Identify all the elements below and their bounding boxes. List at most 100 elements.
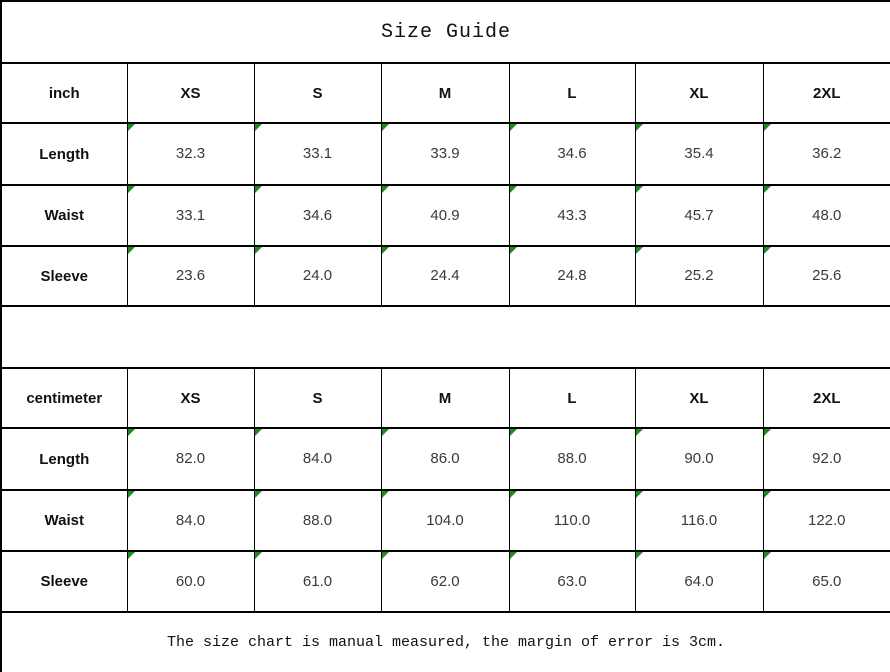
- size-value-cell: 110.0: [508, 489, 636, 552]
- cell-flag-triangle-icon: [764, 125, 771, 131]
- size-value-cell: 62.0: [380, 550, 510, 613]
- cell-flag-triangle-icon: [382, 553, 389, 559]
- size-value: 33.1: [175, 206, 206, 224]
- size-value: 24.4: [430, 267, 460, 284]
- size-value: 45.7: [684, 206, 714, 224]
- size-value-cell: 45.7: [634, 184, 764, 247]
- row-label-length: Length: [0, 427, 128, 491]
- cell-flag-triangle-icon: [510, 248, 517, 254]
- row-label-length: Length: [0, 122, 128, 186]
- cell-flag-triangle-icon: [764, 553, 771, 559]
- size-header-l: L: [508, 367, 636, 429]
- size-value-cell: 24.8: [508, 245, 636, 307]
- size-value-cell: 36.2: [762, 122, 890, 186]
- size-value-cell: 25.2: [634, 245, 764, 307]
- size-value: 23.6: [175, 267, 206, 284]
- size-header-xl: XL: [634, 367, 764, 429]
- cell-flag-triangle-icon: [128, 492, 135, 498]
- cell-flag-triangle-icon: [510, 553, 517, 559]
- size-value-cell: 86.0: [380, 427, 510, 491]
- size-header-s: S: [253, 367, 382, 429]
- size-header-2xl: 2XL: [762, 62, 890, 124]
- size-value: 88.0: [557, 450, 587, 467]
- size-value-cell: 24.4: [380, 245, 510, 307]
- cell-flag-triangle-icon: [510, 430, 517, 436]
- size-value-cell: 65.0: [762, 550, 890, 613]
- size-value-cell: 34.6: [508, 122, 636, 186]
- cell-flag-triangle-icon: [255, 248, 262, 254]
- table-row: Sleeve 60.0 61.0 62.0 63.0 64.0 65.0: [0, 550, 890, 613]
- spacer-row: [0, 305, 890, 369]
- cell-flag-triangle-icon: [128, 187, 135, 193]
- size-value-cell: 88.0: [253, 489, 382, 552]
- size-value-cell: 122.0: [762, 489, 890, 552]
- size-value-cell: 43.3: [508, 184, 636, 247]
- cell-flag-triangle-icon: [636, 430, 643, 436]
- size-value-cell: 32.3: [126, 122, 255, 186]
- size-value: 90.0: [684, 450, 714, 467]
- row-label-waist: Waist: [0, 184, 128, 247]
- size-value: 60.0: [175, 572, 206, 590]
- size-value: 92.0: [812, 450, 842, 467]
- size-header-s: S: [253, 62, 382, 124]
- size-header-xs: XS: [126, 62, 255, 124]
- size-value-cell: 48.0: [762, 184, 890, 247]
- footer-note: The size chart is manual measured, the m…: [0, 611, 890, 672]
- size-value-cell: 60.0: [126, 550, 255, 613]
- size-value-cell: 33.9: [380, 122, 510, 186]
- cell-flag-triangle-icon: [510, 187, 517, 193]
- size-value-cell: 116.0: [634, 489, 764, 552]
- size-value: 104.0: [426, 511, 464, 529]
- cell-flag-triangle-icon: [382, 187, 389, 193]
- cell-flag-triangle-icon: [382, 430, 389, 436]
- size-value: 88.0: [302, 511, 333, 529]
- size-value-cell: 23.6: [126, 245, 255, 307]
- size-value: 122.0: [807, 511, 846, 529]
- page-title: Size Guide: [0, 0, 890, 64]
- size-header-m: M: [380, 367, 510, 429]
- cell-flag-triangle-icon: [128, 125, 135, 131]
- cell-flag-triangle-icon: [510, 125, 517, 131]
- size-value-cell: 90.0: [634, 427, 764, 491]
- table-row: Sleeve 23.6 24.0 24.4 24.8 25.2 25.6: [0, 245, 890, 307]
- size-value: 116.0: [680, 511, 718, 529]
- size-value: 33.1: [302, 145, 333, 162]
- row-label-waist: Waist: [0, 489, 128, 552]
- cell-flag-triangle-icon: [382, 248, 389, 254]
- cell-flag-triangle-icon: [636, 492, 643, 498]
- table-row: Waist 84.0 88.0 104.0 110.0 116.0 122.0: [0, 489, 890, 552]
- size-value: 40.9: [430, 206, 460, 224]
- size-value: 34.6: [557, 145, 587, 162]
- cell-flag-triangle-icon: [636, 553, 643, 559]
- cell-flag-triangle-icon: [128, 430, 135, 436]
- size-value: 110.0: [553, 511, 591, 529]
- size-header-m: M: [380, 62, 510, 124]
- size-value: 25.2: [684, 267, 714, 284]
- table-row: Length 82.0 84.0 86.0 88.0 90.0 92.0: [0, 427, 890, 491]
- size-value: 32.3: [175, 145, 206, 162]
- size-value-cell: 84.0: [253, 427, 382, 491]
- size-value-cell: 33.1: [253, 122, 382, 186]
- cell-flag-triangle-icon: [382, 125, 389, 131]
- size-value: 25.6: [812, 267, 842, 284]
- size-value-cell: 64.0: [634, 550, 764, 613]
- size-header-l: L: [508, 62, 636, 124]
- row-label-sleeve: Sleeve: [0, 550, 128, 613]
- size-value: 48.0: [812, 206, 842, 224]
- size-value-cell: 88.0: [508, 427, 636, 491]
- size-value: 82.0: [175, 450, 206, 467]
- size-value: 63.0: [557, 572, 587, 590]
- size-value: 84.0: [302, 450, 333, 467]
- cell-flag-triangle-icon: [636, 187, 643, 193]
- size-value: 24.8: [557, 267, 587, 284]
- cell-flag-triangle-icon: [128, 553, 135, 559]
- table-row: Length 32.3 33.1 33.9 34.6 35.4 36.2: [0, 122, 890, 186]
- cell-flag-triangle-icon: [382, 492, 389, 498]
- cell-flag-triangle-icon: [764, 248, 771, 254]
- size-value-cell: 33.1: [126, 184, 255, 247]
- size-header-xs: XS: [126, 367, 255, 429]
- cell-flag-triangle-icon: [255, 492, 262, 498]
- cell-flag-triangle-icon: [255, 430, 262, 436]
